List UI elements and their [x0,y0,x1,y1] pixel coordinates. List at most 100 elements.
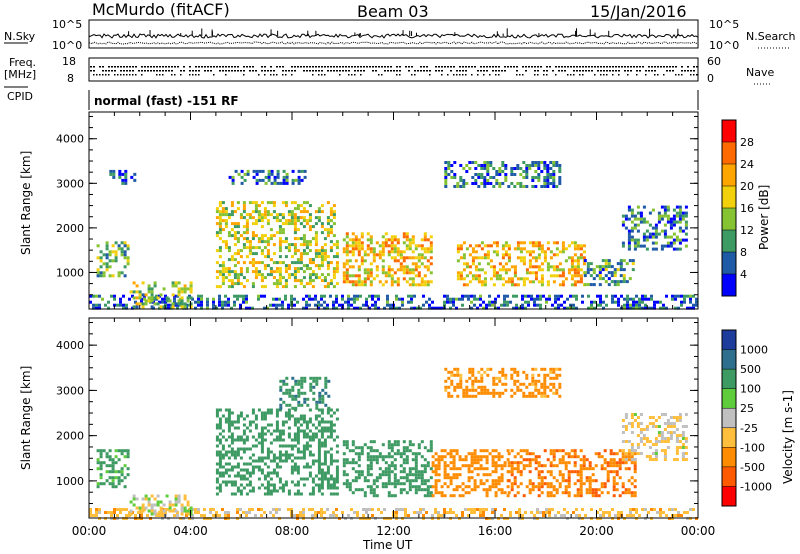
echo-cell [446,485,450,489]
echo-cell [384,455,388,459]
echo-cell [546,164,550,167]
echo-cell [260,201,264,205]
echo-cell [489,367,493,371]
echo-cell [411,280,415,284]
echo-cell [254,246,258,250]
echo-cell [348,482,352,486]
echo-cell [555,161,559,164]
echo-cell [126,452,130,456]
echo-cell [405,449,409,453]
echo-cell [456,259,460,263]
echo-cell [224,207,228,211]
echo-cell [636,434,640,437]
echo-cell [303,169,307,173]
echo-cell [227,423,231,427]
nave-dot [195,74,197,76]
echo-cell [354,238,358,242]
echo-cell [130,175,134,179]
echo-cell [614,294,617,298]
echo-cell [381,268,385,272]
echo-cell [357,280,361,284]
echo-cell [488,452,492,456]
echo-region [621,205,688,251]
echo-cell [96,268,100,272]
echo-cell [549,461,553,465]
echo-cell [521,306,524,310]
echo-cell [335,444,339,448]
echo-cell [299,252,303,256]
echo-cell [251,489,255,493]
echo-cell [227,417,231,421]
echo-cell [360,235,364,239]
echo-cell [417,485,421,489]
echo-cell [443,300,446,304]
echo-cell [227,285,231,289]
echo-cell [630,425,634,428]
nave-dot [255,70,257,72]
freq-dot [294,66,296,68]
echo-cell [176,294,179,298]
echo-cell [488,473,492,477]
echo-cell [495,170,499,173]
echo-cell [92,306,95,310]
echo-cell [660,434,664,437]
echo-cell [305,246,309,250]
freq-dot [135,66,137,68]
freq-dot [90,66,92,68]
echo-cell [141,305,145,309]
echo-cell [308,267,312,271]
echo-cell [281,432,285,436]
echo-cell [302,297,305,301]
echo-cell [494,470,498,474]
echo-cell [489,161,493,164]
nsky-label: N.Sky [4,30,36,43]
echo-cell [300,376,304,380]
echo-cell [303,400,307,404]
echo-cell [231,178,235,182]
echo-cell [107,306,110,310]
echo-cell [112,169,116,173]
echo-cell [548,508,551,511]
echo-cell [579,253,583,257]
echo-cell [402,446,406,450]
echo-cell [215,486,219,490]
echo-cell [530,297,533,301]
echo-cell [173,297,176,301]
echo-cell [461,464,465,468]
echo-cell [635,300,638,304]
echo-cell [275,219,279,223]
echo-cell [582,464,586,468]
echo-cell [621,458,625,461]
echo-cell [345,253,349,257]
echo-cell [183,506,187,510]
echo-cell [573,461,577,465]
echo-cell [579,485,583,489]
echo-cell [408,238,412,242]
echo-cell [552,367,556,371]
nave-dot [198,74,200,76]
echo-cell [221,429,225,433]
echo-cell [98,303,101,307]
echo-cell [459,385,463,389]
nave-dot [462,70,464,72]
echo-cell [616,268,620,272]
echo-cell [281,201,285,205]
echo-cell [218,255,222,259]
echo-cell [558,473,562,477]
echo-cell [297,400,301,404]
echo-cell [482,482,486,486]
echo-cell [594,488,598,492]
echo-cell [561,271,565,275]
echo-cell [465,164,469,167]
echo-cell [592,271,596,275]
echo-cell [335,465,339,469]
echo-cell [320,252,324,256]
echo-cell [387,476,391,480]
echo-cell [311,508,314,511]
echo-cell [230,228,234,232]
echo-cell [608,511,611,514]
echo-cell [459,271,463,275]
echo-cell [323,249,327,253]
echo-cell [627,232,631,236]
echo-cell [613,271,617,275]
